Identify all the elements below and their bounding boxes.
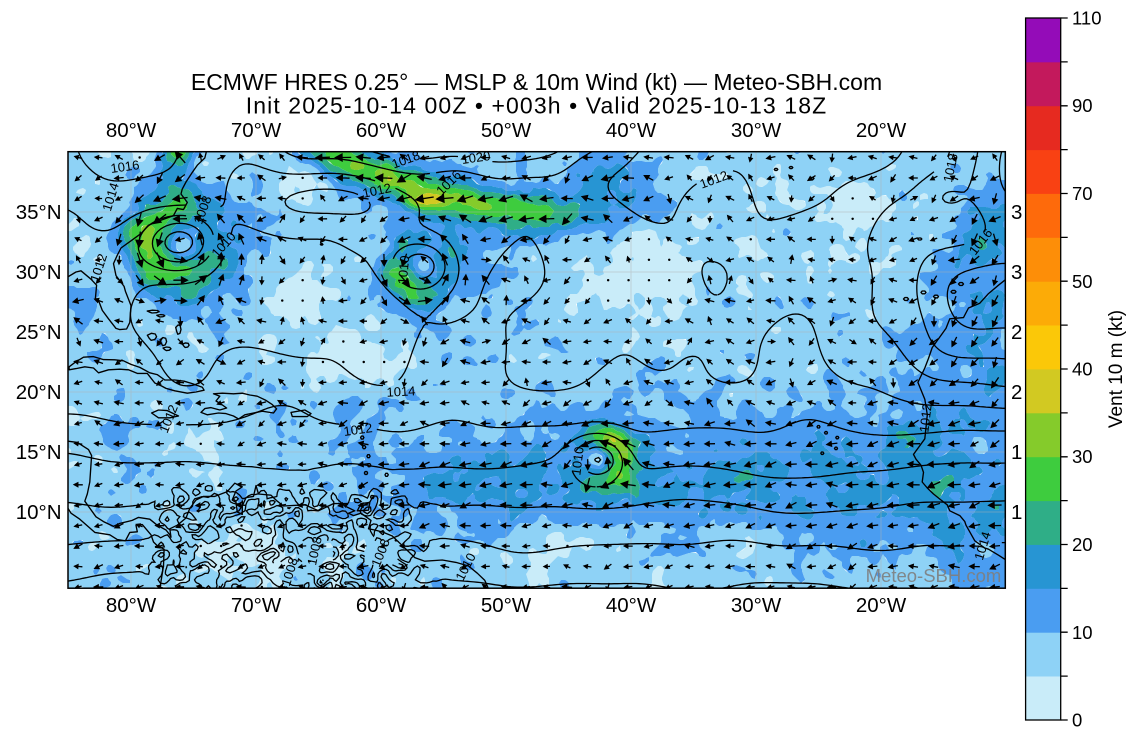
svg-text:1008: 1008 [304, 535, 325, 566]
svg-text:1010: 1010 [568, 446, 586, 477]
svg-text:3: 3 [1011, 261, 1022, 284]
svg-text:90: 90 [1072, 95, 1093, 116]
svg-text:30: 30 [1072, 446, 1093, 467]
svg-text:110: 110 [1072, 8, 1102, 29]
svg-text:80°W: 80°W [106, 594, 157, 617]
svg-text:30°W: 30°W [731, 594, 782, 617]
svg-text:20: 20 [1072, 534, 1093, 555]
svg-text:40: 40 [1072, 359, 1093, 380]
svg-text:1012: 1012 [361, 180, 392, 201]
svg-text:2: 2 [1011, 381, 1022, 404]
svg-text:Vent 10 m (kt): Vent 10 m (kt) [1106, 310, 1127, 428]
svg-text:Init 2025-10-14 00Z • +003h •: Init 2025-10-14 00Z • +003h • Valid 2025… [246, 93, 828, 119]
svg-text:1: 1 [1011, 501, 1022, 524]
svg-text:1012: 1012 [343, 420, 374, 439]
svg-text:70°W: 70°W [231, 119, 282, 142]
svg-text:20°W: 20°W [856, 594, 907, 617]
svg-text:80°W: 80°W [106, 119, 157, 142]
svg-text:40°W: 40°W [606, 594, 657, 617]
svg-text:40°W: 40°W [606, 119, 657, 142]
svg-text:50°W: 50°W [481, 594, 532, 617]
svg-text:50°W: 50°W [481, 119, 532, 142]
svg-text:70: 70 [1072, 183, 1093, 204]
svg-text:30°W: 30°W [731, 119, 782, 142]
svg-text:1016: 1016 [110, 157, 141, 176]
svg-text:ECMWF HRES 0.25° — MSLP & 10m: ECMWF HRES 0.25° — MSLP & 10m Wind (kt) … [191, 69, 882, 95]
svg-text:20°N: 20°N [16, 381, 62, 404]
svg-text:1020: 1020 [461, 148, 492, 167]
svg-text:0: 0 [1072, 710, 1082, 731]
svg-text:Meteo-SBH.com: Meteo-SBH.com [866, 565, 1002, 586]
svg-text:1014: 1014 [386, 383, 416, 399]
svg-text:3: 3 [1011, 201, 1022, 224]
svg-text:70°W: 70°W [231, 594, 282, 617]
svg-text:60°W: 60°W [356, 594, 407, 617]
svg-text:20°W: 20°W [856, 119, 907, 142]
svg-text:50: 50 [1072, 271, 1093, 292]
svg-text:60°W: 60°W [356, 119, 407, 142]
svg-text:25°N: 25°N [16, 321, 62, 344]
svg-text:30°N: 30°N [16, 261, 62, 284]
svg-text:10: 10 [1072, 622, 1093, 643]
svg-text:10°N: 10°N [16, 501, 62, 524]
svg-text:15°N: 15°N [16, 441, 62, 464]
svg-text:35°N: 35°N [16, 201, 62, 224]
svg-text:1010: 1010 [395, 255, 412, 285]
svg-text:2: 2 [1011, 321, 1022, 344]
svg-text:1: 1 [1011, 441, 1022, 464]
